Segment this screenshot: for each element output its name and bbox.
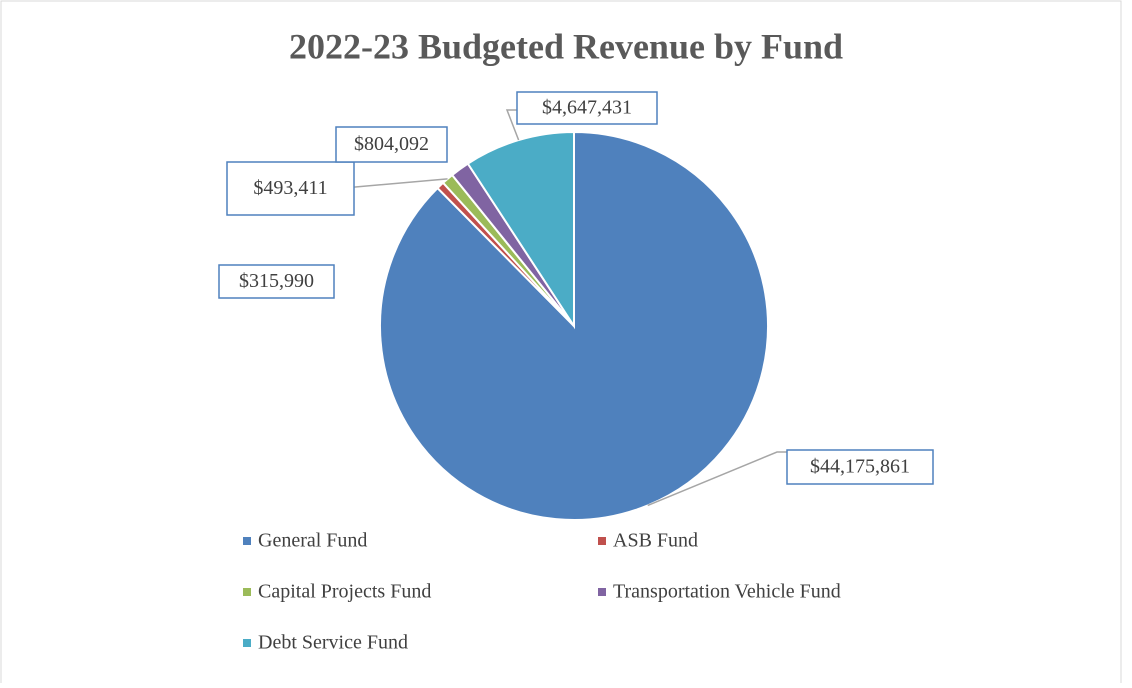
legend-label: Transportation Vehicle Fund xyxy=(613,581,841,603)
legend-label: Debt Service Fund xyxy=(258,632,408,654)
legend-swatch xyxy=(598,588,606,596)
legend-label: General Fund xyxy=(258,530,367,552)
data-label-box xyxy=(226,161,355,216)
data-label: $493,411 xyxy=(253,177,327,199)
legend-label: Capital Projects Fund xyxy=(258,581,431,603)
data-label: $4,647,431 xyxy=(542,97,632,119)
data-label: $315,990 xyxy=(239,270,314,292)
data-label-box xyxy=(516,91,658,125)
data-label: $44,175,861 xyxy=(810,456,910,478)
data-label-box xyxy=(786,449,934,485)
data-label: $804,092 xyxy=(354,133,429,155)
chart-title: 2022-23 Budgeted Revenue by Fund xyxy=(289,26,843,66)
leader-line xyxy=(647,451,787,507)
leader-line xyxy=(505,109,520,141)
legend-swatch xyxy=(243,639,251,647)
data-label-box xyxy=(335,126,448,163)
legend-swatch xyxy=(243,588,251,596)
data-label-box xyxy=(218,264,335,299)
legend-label: ASB Fund xyxy=(613,530,698,552)
legend-swatch xyxy=(598,537,606,545)
legend-swatch xyxy=(243,537,251,545)
